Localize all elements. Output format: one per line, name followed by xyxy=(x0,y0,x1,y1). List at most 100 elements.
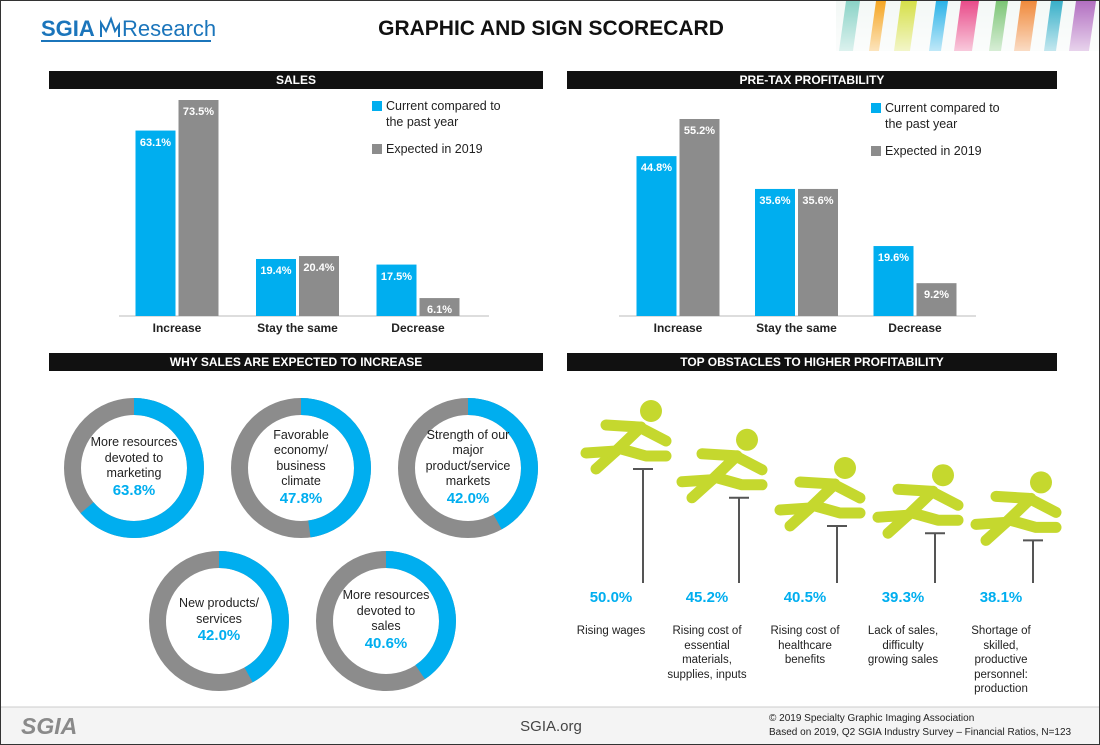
value-label: 9.2% xyxy=(923,289,950,302)
value-label: 73.5% xyxy=(182,106,215,118)
value-label: 44.8% xyxy=(640,162,673,175)
panel-title-bar xyxy=(49,71,543,89)
donut-label: Favorable economy/ business climate xyxy=(273,427,329,489)
footer-band xyxy=(1,707,1099,744)
legend-label: Expected in 2019 xyxy=(885,144,982,158)
panel-title: SALES xyxy=(275,73,316,87)
runner-legs xyxy=(872,507,964,526)
donut-value: 63.8% xyxy=(112,482,156,499)
bar xyxy=(873,246,914,316)
logo-icon xyxy=(100,16,120,37)
donut-arc xyxy=(316,551,456,691)
bar xyxy=(679,119,720,316)
runner xyxy=(676,428,768,504)
runner-arms xyxy=(794,476,866,504)
runner xyxy=(774,457,866,532)
donut-arc xyxy=(231,398,371,538)
hurdle-label: Rising wages xyxy=(576,625,646,637)
value-label: 19.6% xyxy=(877,252,910,265)
runner-head xyxy=(736,428,758,451)
legend-swatch xyxy=(871,103,881,113)
bar xyxy=(135,130,176,316)
donut-value: 42.0% xyxy=(446,489,490,507)
legend-label: Expected in 2019 xyxy=(386,142,483,156)
value-label: 35.6% xyxy=(759,194,791,207)
donut-arc xyxy=(398,398,538,538)
donut-label: Strength of our major product/service ma… xyxy=(425,427,511,489)
x-tick-label: Stay the same xyxy=(257,321,338,335)
bar xyxy=(755,188,795,316)
value-label: 35.6% xyxy=(802,194,834,207)
value-label: 19.4% xyxy=(260,264,292,277)
bar xyxy=(178,100,219,316)
runner-arms xyxy=(892,483,964,511)
donut-value: 40.6% xyxy=(364,635,408,652)
bar xyxy=(376,264,417,316)
runner xyxy=(872,464,964,539)
bar xyxy=(419,298,460,316)
legend-label: Current compared to the past year xyxy=(885,101,1000,131)
runner xyxy=(580,400,672,475)
value-label: 6.1% xyxy=(426,304,453,317)
source: Based on 2019, Q2 SGIA Industry Survey –… xyxy=(769,727,1072,738)
legend-swatch xyxy=(871,146,881,156)
hurdle-label: Rising cost of essential materials, supp… xyxy=(667,625,747,681)
runner-arms xyxy=(600,419,672,447)
hurdle-value: 50.0% xyxy=(589,589,633,606)
panel-title-bar xyxy=(567,71,1057,89)
hurdle-value: 45.2% xyxy=(685,589,729,606)
runner-head xyxy=(1030,471,1052,494)
panel-title-bar xyxy=(567,353,1057,371)
legend-label: Current compared to the past year xyxy=(386,99,501,129)
hurdle-value: 38.1% xyxy=(979,589,1023,606)
donut-label: More resources devoted to marketing xyxy=(90,435,178,480)
bar xyxy=(636,156,677,316)
bar xyxy=(299,256,339,316)
runner-legs xyxy=(774,500,866,519)
header-stripes xyxy=(836,1,1099,51)
logo-text: Research xyxy=(122,16,217,41)
donut-label: New products/ services xyxy=(179,596,259,626)
value-label: 20.4% xyxy=(303,262,335,275)
donut-arc xyxy=(64,398,204,538)
hurdle-label: Lack of sales, difficulty growing sales xyxy=(867,625,939,666)
value-label: 55.2% xyxy=(683,125,716,137)
hurdle-label: Shortage of skilled, productive personne… xyxy=(971,625,1031,695)
x-tick-label: Decrease xyxy=(391,321,445,335)
value-label: 17.5% xyxy=(380,270,413,283)
donut-label: More resources devoted to sales xyxy=(342,588,430,633)
runner-arms xyxy=(696,448,768,476)
runner-legs xyxy=(676,472,768,491)
hurdle-label: Rising cost of healthcare benefits xyxy=(770,625,840,666)
panel-title: PRE-TAX PROFITABILITY xyxy=(739,73,885,87)
hurdle-value: 40.5% xyxy=(783,589,827,606)
bar xyxy=(256,258,296,316)
x-tick-label: Stay the same xyxy=(756,321,837,335)
panel-title-bar xyxy=(49,353,543,371)
runner-head xyxy=(834,457,856,479)
panel-title: WHY SALES ARE EXPECTED TO INCREASE xyxy=(169,355,423,369)
donut-arc xyxy=(149,551,289,691)
value-label: 63.1% xyxy=(139,136,172,149)
bar xyxy=(798,188,838,316)
x-tick-label: Decrease xyxy=(888,321,942,335)
x-tick-label: Increase xyxy=(653,321,703,335)
runner-legs xyxy=(580,443,672,462)
page-title: GRAPHIC AND SIGN SCORECARD xyxy=(378,17,724,40)
x-tick-label: Increase xyxy=(152,321,202,335)
runner xyxy=(970,471,1062,546)
logo: SGIA xyxy=(41,16,95,41)
bar xyxy=(916,283,957,316)
donut-value: 42.0% xyxy=(197,627,241,644)
legend-swatch xyxy=(372,144,382,154)
runner-head xyxy=(640,400,662,422)
copyright: © 2019 Specialty Graphic Imaging Associa… xyxy=(769,713,975,724)
footer-logo: SGIA xyxy=(21,713,78,739)
hurdle-value: 39.3% xyxy=(881,589,925,606)
panel-title: TOP OBSTACLES TO HIGHER PROFITABILITY xyxy=(680,355,944,369)
legend-swatch xyxy=(372,101,382,111)
runner-arms xyxy=(990,490,1062,518)
website: SGIA.org xyxy=(520,718,582,735)
donut-value: 47.8% xyxy=(279,489,323,507)
